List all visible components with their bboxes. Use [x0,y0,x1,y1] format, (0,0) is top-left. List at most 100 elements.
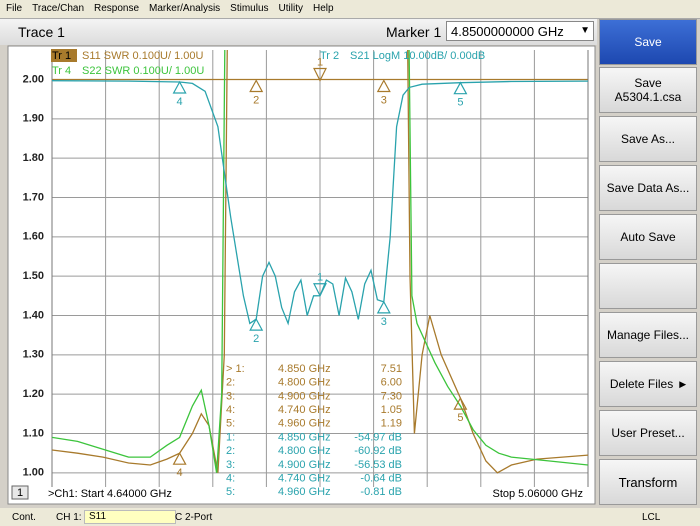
softkey-label: Save As... [620,132,676,146]
marker-number: 2 [253,94,259,106]
trace-title: Trace 1 [18,24,65,40]
softkey-label: Manage Files... [606,328,690,342]
marker-number: 1 [317,56,323,68]
trace-tag: Tr 1 [52,50,71,62]
readout-label: 4: [226,473,235,485]
menu-item[interactable]: Stimulus [230,3,269,14]
readout-value: -0.81 dB [360,486,402,498]
y-tick-label: 2.00 [23,73,44,85]
marker-number: 1 [317,272,323,284]
readout-frequency: 4.800 GHz [278,377,331,389]
readout-frequency: 4.900 GHz [278,459,331,471]
trace-tag: Tr 4 [52,65,71,77]
readout-label: 2: [226,445,235,457]
trace-line [52,50,588,473]
marker-number: 4 [177,467,183,479]
readout-frequency: 4.800 GHz [278,445,331,457]
y-tick-label: 1.10 [23,427,44,439]
marker-value: 4.8500000000 GHz [451,24,564,39]
softkey[interactable]: User Preset... [599,410,697,456]
readout-frequency: 4.960 GHz [278,418,331,430]
readout-value: 6.00 [381,377,402,389]
menu-bar: File Trace/Chan Response Marker/Analysis Sti… [0,0,700,19]
trace-description: S21 LogM 10.00dB/ 0.00dB [350,50,485,62]
marker [376,300,391,314]
y-tick-label: 1.00 [23,467,44,479]
softkey[interactable]: Manage Files... [599,312,697,358]
marker [313,67,327,82]
menu-item[interactable]: Help [312,3,334,14]
softkey-label: Save [634,76,662,90]
marker-number: 5 [457,97,463,109]
y-tick-label: 1.80 [23,152,44,164]
softkey[interactable]: Save As... [599,116,697,162]
stop-label: Stop 5.06000 GHz [492,488,583,500]
submenu-arrow: ▶ [679,378,687,389]
readout-value: -56.53 dB [354,459,402,471]
readout-frequency: 4.850 GHz [278,363,331,375]
menu-item[interactable]: Response [94,3,140,14]
active-param: S11 [84,510,176,524]
menu-item[interactable]: File [6,3,23,14]
menu-item[interactable]: Utility [278,3,303,14]
readout-value: 7.51 [381,363,402,375]
marker [249,317,264,331]
trace-tag-box [51,49,77,62]
dropdown-arrow: ▼ [580,25,590,36]
trace-tag: Tr 2 [320,50,339,62]
softkey[interactable]: Save [599,19,697,65]
readout-value: 7.30 [381,390,402,402]
y-tick-label: 1.20 [23,388,44,400]
menu-item[interactable]: Marker/Analysis [149,3,221,14]
marker [453,81,468,95]
marker-number: 2 [253,333,259,345]
readout-label: 2: [226,377,235,389]
readout-label: 4: [226,404,235,416]
marker [172,451,187,465]
readout-frequency: 4.740 GHz [278,404,331,416]
trace-description: S11 SWR 0.100U/ 1.00U [82,50,204,62]
readout-frequency: 4.960 GHz [278,486,331,498]
readout-value: -60.92 dB [354,445,402,457]
softkey-label: Save Data As... [606,181,690,195]
channel: CH 1: [56,512,82,523]
marker [376,79,391,93]
marker-number: 3 [381,94,387,106]
y-tick-label: 1.90 [23,113,44,125]
softkey-sub: A5304.1.csa [614,90,682,104]
softkey[interactable]: Save A5304.1.csa [599,67,697,113]
readout-frequency: 4.850 GHz [278,431,331,443]
softkey[interactable]: Delete Files ▶ [599,361,697,407]
readout-label: 3: [226,390,235,402]
softkey[interactable]: Save Data As... [599,165,697,211]
readout-frequency: 4.740 GHz [278,473,331,485]
softkey-label: Auto Save [620,230,676,244]
channel-number: 1 [17,487,23,499]
trace-line [52,50,588,474]
menu-item[interactable]: Trace/Chan [32,3,84,14]
readout-value: 1.05 [381,404,402,416]
marker [172,80,187,94]
marker [453,396,468,410]
readout-value: 1.19 [381,418,402,430]
trace-description: S22 SWR 0.100U/ 1.00U [82,65,204,77]
sweep-mode: Cont. [12,512,36,523]
marker-input[interactable]: 4.8500000000 GHz ▼ [446,21,594,41]
softkey[interactable]: Auto Save [599,214,697,260]
marker-number: 5 [457,412,463,424]
marker-label: Marker 1 [386,24,442,40]
readout-label: > 1: [226,363,245,375]
softkey[interactable]: Transform [599,459,697,505]
port-mode: C 2-Port [175,512,213,523]
softkey-label: Transform [618,474,678,490]
chart: 2.00 1.90 1.80 1.70 1.60 1.50 1.40 1.30 1.20 1.10… [7,45,596,505]
softkey-label: Delete Files [609,377,674,391]
marker [313,283,327,298]
y-tick-label: 1.40 [23,309,44,321]
start-label: >Ch1: Start 4.64000 GHz [48,488,172,500]
readout-label: 3: [226,459,235,471]
y-tick-label: 1.70 [23,191,44,203]
status-bar: Cont. CH 1: S11 C 2-Port LCL [0,508,700,526]
readout-value: -0.64 dB [360,473,402,485]
